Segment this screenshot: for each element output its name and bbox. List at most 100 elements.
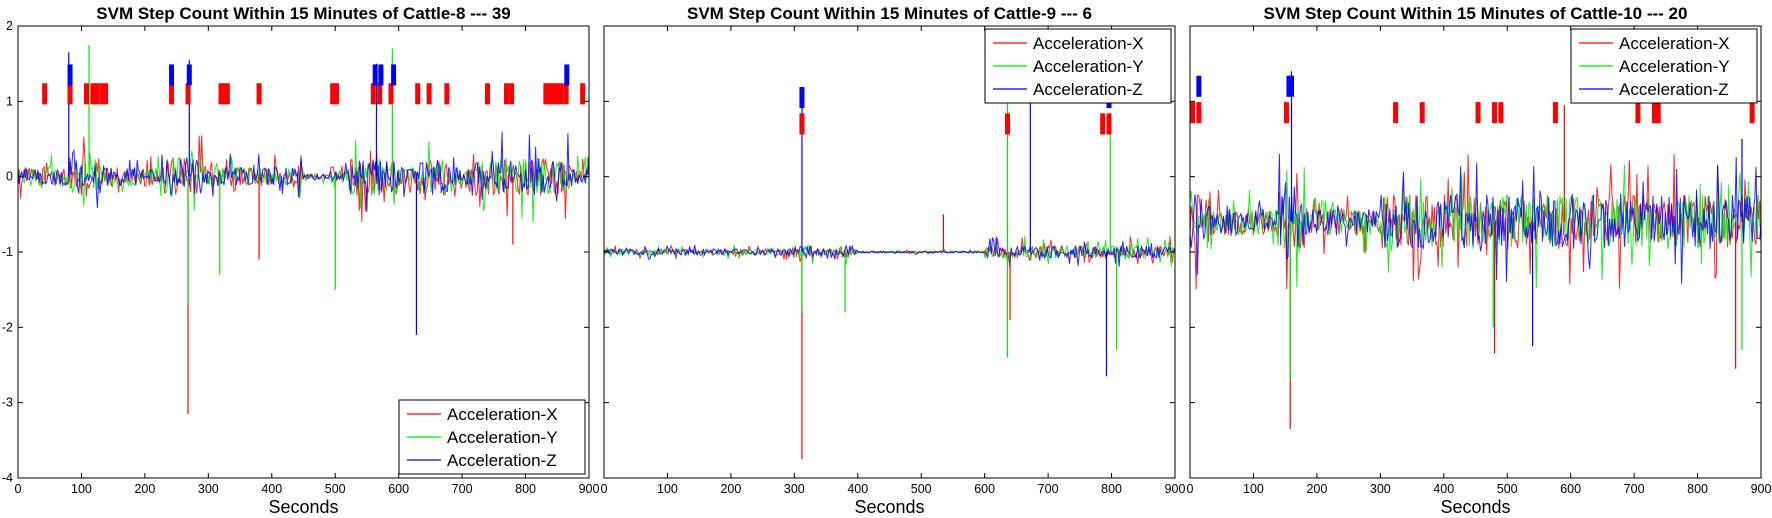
x-tick-label: 300 <box>784 482 805 496</box>
step-marker <box>1498 102 1504 124</box>
x-tick-label: 700 <box>1624 482 1645 496</box>
step-marker <box>169 83 175 105</box>
legend: Acceleration-X Acceleration-Y Acceleration… <box>1570 28 1758 104</box>
step-marker <box>1005 113 1011 135</box>
step-marker <box>558 83 564 105</box>
step-marker <box>333 83 339 105</box>
x-tick-label: 700 <box>452 482 473 496</box>
x-tick-label: 400 <box>1433 482 1454 496</box>
step-marker <box>218 83 224 105</box>
step-marker <box>1283 102 1289 124</box>
step-marker <box>543 83 549 105</box>
legend-entry: Acceleration-Y <box>1033 57 1144 76</box>
x-tick-label: 500 <box>911 482 932 496</box>
series-line-acceleration-z <box>18 131 589 213</box>
legend-entry: Acceleration-Y <box>447 428 558 447</box>
y-tick-label: 1 <box>6 94 13 108</box>
legend-entry: Acceleration-X <box>1033 34 1144 53</box>
z-step-marker <box>1196 75 1202 97</box>
step-marker <box>67 83 73 105</box>
y-tick-label: 2 <box>6 19 13 33</box>
x-tick-label: 600 <box>974 482 995 496</box>
z-step-marker <box>564 64 570 86</box>
x-tick-label: 100 <box>1243 482 1264 496</box>
step-marker <box>222 83 228 105</box>
x-tick-label: 200 <box>1306 482 1327 496</box>
x-axis-label: Seconds <box>1440 497 1510 517</box>
step-marker <box>1552 102 1558 124</box>
legend-entry: Acceleration-X <box>447 405 558 424</box>
x-tick-label: 400 <box>261 482 282 496</box>
step-marker <box>99 83 105 105</box>
step-marker <box>370 83 376 105</box>
y-tick-label: 0 <box>6 170 13 184</box>
series-line-acceleration-z <box>604 236 1175 268</box>
z-step-marker <box>1289 75 1295 97</box>
x-tick-label: 700 <box>1038 482 1059 496</box>
z-step-marker <box>186 64 192 86</box>
legend-entry: Acceleration-Z <box>1619 80 1729 99</box>
x-tick-label: 600 <box>388 482 409 496</box>
step-marker <box>224 83 230 105</box>
step-marker <box>1492 102 1498 124</box>
y-tick-label: -2 <box>2 320 13 334</box>
step-marker <box>547 83 553 105</box>
step-marker <box>377 83 383 105</box>
step-marker <box>103 83 109 105</box>
z-step-marker <box>67 64 73 86</box>
z-step-marker <box>1286 75 1292 97</box>
x-tick-label: 200 <box>720 482 741 496</box>
chart-title: SVM Step Count Within 15 Minutes of Catt… <box>1264 4 1688 23</box>
legend-entry: Acceleration-Y <box>1619 57 1730 76</box>
legend: Acceleration-X Acceleration-Y Acceleration… <box>984 28 1172 104</box>
step-marker <box>1419 102 1425 124</box>
x-tick-label: 0 <box>601 482 608 496</box>
x-tick-label: 800 <box>515 482 536 496</box>
x-axis-label: Seconds <box>854 497 924 517</box>
y-tick-label: -3 <box>2 396 13 410</box>
z-step-marker <box>378 64 384 86</box>
x-tick-label: 100 <box>657 482 678 496</box>
step-marker <box>580 83 586 105</box>
x-tick-label: 0 <box>1187 482 1194 496</box>
chart-panel-3: SVM Step Count Within 15 Minutes of Catt… <box>1187 4 1772 517</box>
step-marker <box>444 83 450 105</box>
x-tick-label: 900 <box>1751 482 1772 496</box>
step-marker <box>1475 102 1481 124</box>
step-marker <box>185 83 191 105</box>
legend: Acceleration-X Acceleration-Y Acceleration… <box>398 399 586 475</box>
step-marker <box>554 83 560 105</box>
step-marker <box>1635 102 1641 124</box>
legend-entry: Acceleration-Z <box>447 451 557 470</box>
series-line-acceleration-x <box>18 135 589 223</box>
x-tick-label: 300 <box>198 482 219 496</box>
x-tick-label: 800 <box>1101 482 1122 496</box>
step-marker <box>1100 113 1106 135</box>
step-marker <box>550 83 556 105</box>
x-tick-label: 800 <box>1687 482 1708 496</box>
step-marker <box>94 83 100 105</box>
y-tick-label: -1 <box>2 245 13 259</box>
z-step-marker <box>391 64 397 86</box>
z-step-marker <box>799 87 805 109</box>
z-step-marker <box>169 64 175 86</box>
legend-entry: Acceleration-Z <box>1033 80 1143 99</box>
step-marker <box>1190 102 1196 124</box>
x-tick-label: 200 <box>134 482 155 496</box>
step-marker <box>1749 102 1755 124</box>
step-marker <box>484 83 490 105</box>
series-line-acceleration-z <box>1190 153 1761 284</box>
plot-area <box>604 78 1175 460</box>
x-tick-label: 600 <box>1560 482 1581 496</box>
x-tick-label: 400 <box>847 482 868 496</box>
step-marker <box>388 83 394 105</box>
x-tick-label: 900 <box>1165 482 1186 496</box>
step-marker <box>42 83 48 105</box>
x-tick-label: 100 <box>71 482 92 496</box>
plot-area <box>18 44 589 414</box>
step-marker <box>415 83 421 105</box>
step-marker <box>90 83 96 105</box>
plot-area <box>1190 71 1761 430</box>
step-marker <box>1393 102 1399 124</box>
x-tick-label: 0 <box>15 482 22 496</box>
